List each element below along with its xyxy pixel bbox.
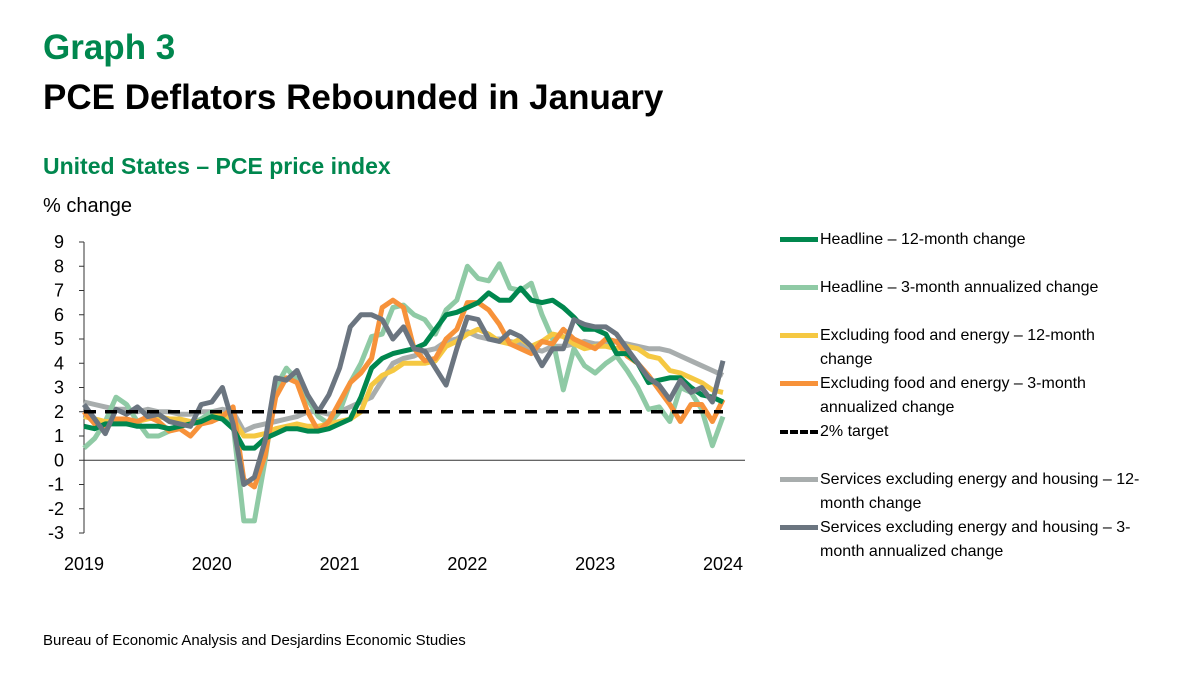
legend-label: 2% target [820, 423, 889, 440]
y-tick-label: 4 [54, 353, 64, 373]
legend-label: Headline – 3-month annualized change [820, 279, 1099, 296]
graph-label: Graph 3 [43, 28, 176, 67]
y-tick-label: 1 [54, 426, 64, 446]
legend-swatch [780, 477, 818, 482]
y-tick-label: -1 [48, 475, 64, 495]
legend-swatch [780, 430, 818, 434]
legend-item: Services excluding energy and housing – … [780, 468, 1150, 516]
legend-item: Headline – 3-month annualized change [780, 276, 1150, 300]
legend-item: Excluding food and energy – 3-month annu… [780, 372, 1150, 420]
source-note: Bureau of Economic Analysis and Desjardi… [43, 632, 466, 649]
legend-label: Services excluding energy and housing – … [820, 471, 1140, 512]
legend-label: Headline – 12-month change [820, 231, 1026, 248]
legend-label: Services excluding energy and housing – … [820, 519, 1131, 560]
chart-subtitle: United States – PCE price index [43, 153, 391, 179]
x-tick-label: 2023 [575, 554, 615, 574]
y-tick-label: -3 [48, 523, 64, 543]
series-line [81, 312, 726, 487]
x-tick-label: 2024 [703, 554, 743, 574]
legend-item: 2% target [780, 420, 1150, 444]
y-tick-label: 8 [54, 256, 64, 276]
legend-swatch [780, 525, 818, 530]
y-tick-label: 6 [54, 305, 64, 325]
y-tick-label: 5 [54, 329, 64, 349]
series-line [82, 261, 726, 524]
x-tick-label: 2020 [192, 554, 232, 574]
series-line [82, 297, 726, 490]
legend-swatch [780, 237, 818, 242]
chart-title: PCE Deflators Rebounded in January [43, 78, 664, 117]
legend-item: Services excluding energy and housing – … [780, 516, 1150, 564]
legend-label: Excluding food and energy – 3-month annu… [820, 375, 1086, 416]
y-tick-label: 2 [54, 402, 64, 422]
legend-item: Excluding food and energy – 12-month cha… [780, 324, 1150, 372]
x-tick-label: 2022 [447, 554, 487, 574]
y-axis-unit: % change [43, 195, 132, 217]
y-tick-label: 3 [54, 378, 64, 398]
y-tick-label: 7 [54, 281, 64, 301]
y-tick-label: -2 [48, 499, 64, 519]
y-tick-label: 0 [54, 450, 64, 470]
legend-swatch [780, 333, 818, 338]
legend-swatch [780, 381, 818, 386]
x-tick-label: 2019 [64, 554, 104, 574]
legend-item: Headline – 12-month change [780, 228, 1150, 252]
x-tick-label: 2021 [320, 554, 360, 574]
legend-swatch [780, 285, 818, 290]
y-tick-label: 9 [54, 232, 64, 252]
legend-label: Excluding food and energy – 12-month cha… [820, 327, 1095, 368]
